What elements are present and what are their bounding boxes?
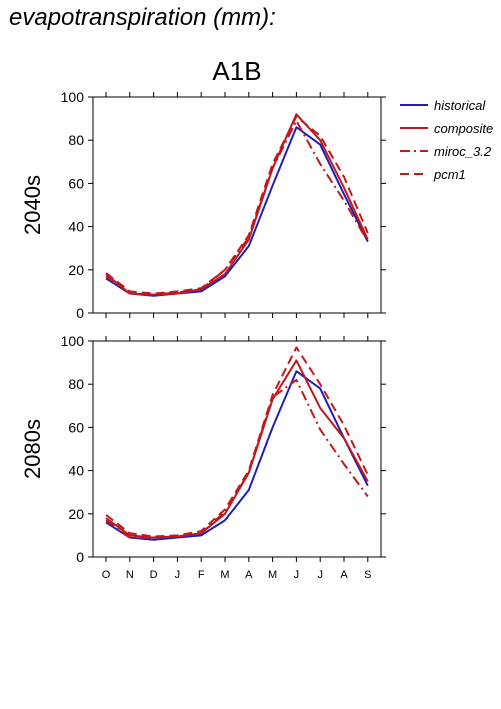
x-tick-label: O [102,569,111,581]
series-line-historical [105,370,369,541]
legend-label: miroc_3.2 [434,144,492,159]
chart-panel-2080s: 0 20 40 60 80 100 O N D J F M A M J J A S 2080s [20,333,386,581]
y-tick-label: 100 [61,333,85,349]
y-tick-label: 60 [68,175,84,191]
y-tick-label: 80 [68,376,84,392]
x-tick-label: J [294,569,300,581]
y-tick-label: 0 [76,549,84,565]
plot-frame [92,96,382,314]
y-tick-label: 80 [68,132,84,148]
chart-panel-2040s: 0 20 40 60 80 100 2040s [20,89,386,321]
y-tick-label: 20 [68,506,84,522]
x-tick-label: J [317,569,323,581]
series-line-pcm1 [105,115,369,295]
series-line-composite [105,113,369,296]
plot-frame [92,340,382,558]
y-tick-label: 20 [68,262,84,278]
y-axis-label: 2040s [20,175,45,235]
x-tick-label: F [198,569,205,581]
series-line-historical [105,126,369,297]
x-tick-label: S [364,569,371,581]
series-line-miroc-3-2 [105,119,369,296]
x-tick-label: M [220,569,229,581]
series-line-miroc-3-2 [105,378,369,539]
y-tick-label: 0 [76,305,84,321]
legend-label: historical [434,98,486,113]
x-tick-label: J [175,569,181,581]
y-tick-label: 100 [61,89,85,105]
x-tick-label: N [126,569,134,581]
y-tick-label: 40 [68,463,84,479]
x-tick-label: M [268,569,277,581]
chart-title: A1B [212,56,261,86]
series-line-pcm1 [105,346,369,538]
x-tick-label: D [150,569,158,581]
x-tick-label: A [245,569,253,581]
legend-label: pcm1 [433,167,466,182]
y-axis-label: 2080s [20,419,45,479]
y-tick-label: 60 [68,419,84,435]
page-title: evapotranspiration (mm): [9,4,276,31]
series-line-composite [105,359,369,539]
y-tick-label: 40 [68,219,84,235]
chart-legend: historical composite miroc_3.2 pcm1 [400,98,493,182]
x-tick-label: A [340,569,348,581]
legend-label: composite [434,121,493,136]
